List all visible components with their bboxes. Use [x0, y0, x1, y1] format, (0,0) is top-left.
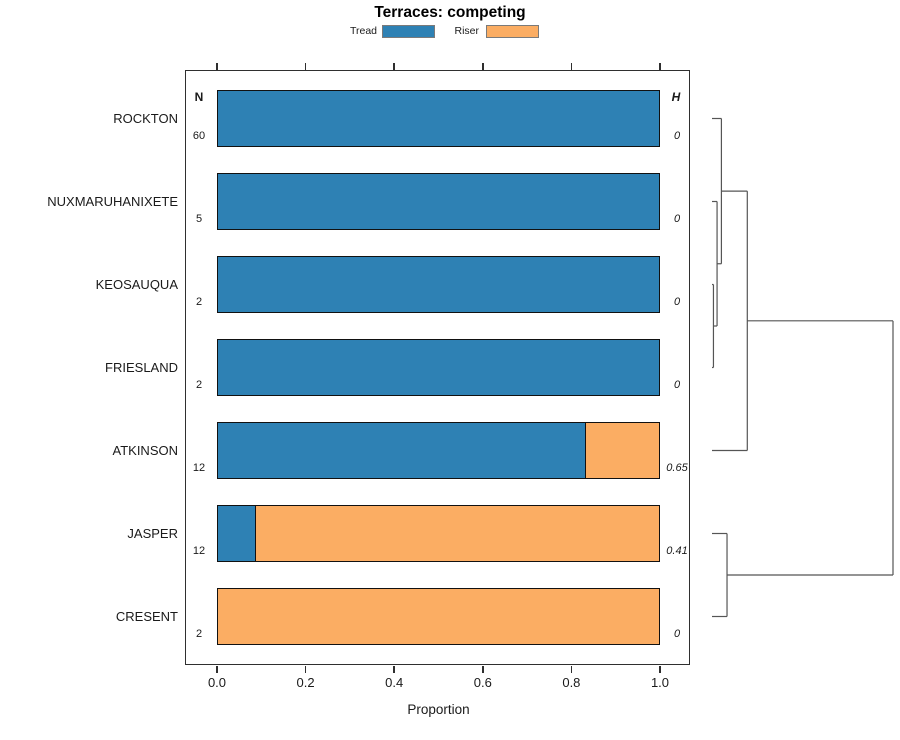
stacked-bar [217, 90, 660, 147]
bar-segment-riser [254, 506, 659, 561]
stacked-bar [217, 173, 660, 230]
axis-tick-label: 0.6 [473, 675, 492, 690]
row-label: CRESENT [115, 608, 178, 624]
row-label: NUXMARUHANIXETE [47, 193, 178, 209]
h-value: 0 [673, 130, 681, 142]
n-value: 2 [195, 296, 203, 308]
row-label: FRIESLAND [105, 359, 178, 375]
stacked-bar [217, 588, 660, 645]
h-column-header: H [671, 90, 681, 104]
bar-segment-riser [218, 589, 659, 644]
n-value: 5 [195, 213, 203, 225]
n-column-header: N [194, 90, 204, 104]
n-value: 12 [192, 462, 206, 474]
row-label: ATKINSON [112, 442, 179, 458]
chart-title: Terraces: competing [374, 4, 526, 21]
row-label: ROCKTON [113, 110, 178, 126]
axis-tick-bottom [304, 665, 307, 673]
h-value: 0 [673, 379, 681, 391]
bar-segment-riser [585, 423, 659, 478]
row-label: KEOSAUQUA [95, 276, 178, 292]
dendrogram [712, 117, 894, 618]
axis-tick-label: 0.8 [562, 675, 581, 690]
bar-segment-tread [218, 340, 659, 395]
legend-swatch-riser [486, 25, 539, 38]
legend-swatch-tread [382, 25, 435, 38]
stacked-bar [217, 256, 660, 313]
bar-segment-tread [218, 257, 659, 312]
axis-tick-bottom [482, 665, 484, 673]
axis-tick-top [393, 62, 395, 70]
axis-tick-top [659, 62, 661, 70]
stacked-bar [217, 505, 660, 562]
axis-tick-bottom [216, 665, 218, 673]
bar-segment-tread [218, 91, 659, 146]
axis-tick-label: 1.0 [650, 675, 670, 690]
axis-tick-label: 0.2 [296, 675, 315, 690]
axis-tick-bottom [393, 665, 395, 673]
plot-area [185, 70, 690, 665]
n-value: 60 [192, 130, 206, 142]
x-axis-title: Proportion [407, 702, 470, 717]
n-value: 2 [195, 379, 203, 391]
stacked-bar [217, 339, 660, 396]
n-value: 2 [195, 628, 203, 640]
axis-tick-top [304, 62, 307, 70]
h-value: 0 [673, 213, 681, 225]
axis-tick-label: 0.0 [207, 675, 227, 690]
axis-tick-top [570, 62, 573, 70]
axis-tick-bottom [659, 665, 661, 673]
h-value: 0 [673, 628, 681, 640]
h-value: 0 [673, 296, 681, 308]
row-label: JASPER [127, 525, 178, 541]
bar-segment-tread [218, 174, 659, 229]
h-value: 0.41 [666, 545, 688, 557]
n-value: 12 [192, 545, 206, 557]
h-value: 0.65 [666, 462, 688, 474]
legend-label-tread: Tread [349, 25, 377, 37]
bar-segment-tread [218, 506, 255, 561]
axis-tick-top [216, 62, 218, 70]
bar-segment-tread [218, 423, 586, 478]
axis-tick-top [482, 62, 484, 70]
stacked-bar [217, 422, 660, 479]
legend-label-riser: Riser [454, 25, 479, 37]
axis-tick-label: 0.4 [385, 675, 404, 690]
axis-tick-bottom [570, 665, 573, 673]
